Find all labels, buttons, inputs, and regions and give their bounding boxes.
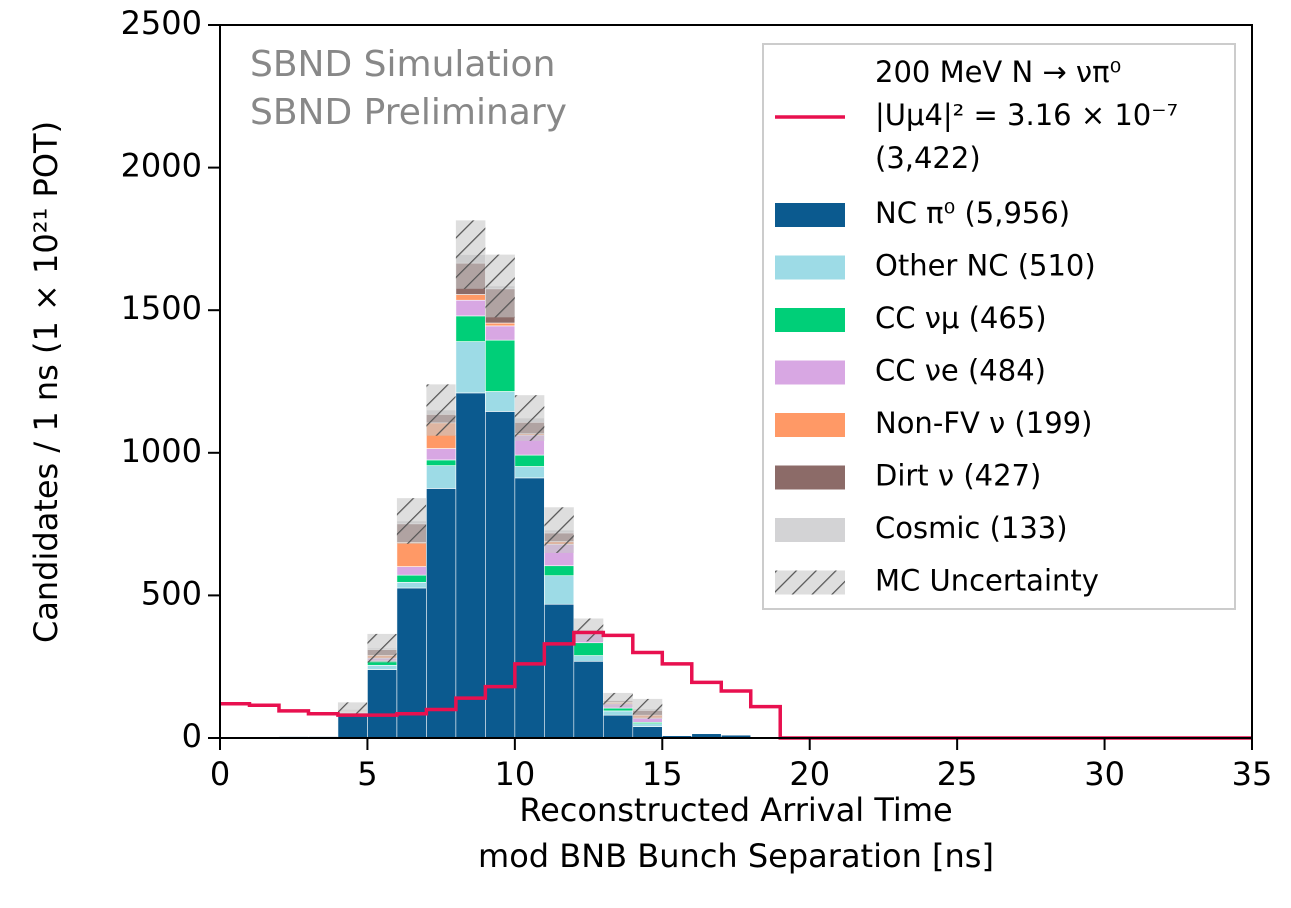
bar-segment	[485, 322, 516, 327]
bar-segment	[632, 726, 663, 739]
bar-segment	[514, 477, 545, 739]
legend-label: 200 MeV N → νπ⁰	[875, 55, 1121, 89]
bar-segment	[426, 488, 457, 739]
y-tick-label: 2000	[121, 147, 202, 185]
y-tick-label: 0	[182, 717, 202, 755]
plot-frame	[219, 24, 1253, 739]
bar-segment	[367, 664, 398, 670]
legend-swatch	[775, 518, 845, 542]
bar-segment	[544, 565, 575, 577]
x-axis-label: mod BNB Bunch Separation [ns]	[478, 837, 994, 875]
annotation: SBND Simulation	[250, 44, 555, 85]
legend-label: Other NC (510)	[875, 249, 1096, 283]
uncertainty-band	[455, 220, 486, 289]
bar-segment	[426, 459, 457, 466]
bar-segment	[544, 575, 575, 605]
bar-segment	[426, 448, 457, 461]
legend-swatch	[775, 465, 845, 490]
bar-segment	[396, 566, 427, 576]
uncertainty-band	[426, 384, 456, 436]
bar-segment	[514, 466, 545, 479]
uncertainty-band	[367, 633, 397, 663]
uncertainty-band	[544, 507, 574, 553]
legend-swatch	[775, 203, 845, 227]
x-tick-label: 30	[1084, 755, 1125, 793]
legend-label: NC π⁰ (5,956)	[875, 196, 1070, 230]
y-axis-label: Candidates / 1 ns (1 × 10²¹ POT)	[27, 121, 65, 643]
uncertainty-band	[603, 692, 633, 708]
x-tick-label: 25	[937, 755, 978, 793]
bar-segment	[367, 669, 398, 739]
bar-segment	[514, 454, 545, 467]
bar-segment	[455, 315, 486, 342]
x-tick-label: 15	[642, 755, 683, 793]
bar-segment	[396, 542, 427, 567]
bar-segment	[573, 660, 604, 739]
y-tick-label: 2500	[121, 4, 202, 42]
legend-swatch	[775, 308, 845, 332]
legend-swatch	[775, 413, 845, 437]
bar-segment	[485, 325, 516, 341]
x-tick-label: 0	[210, 755, 230, 793]
legend-swatch	[775, 255, 845, 280]
x-tick-label: 10	[494, 755, 535, 793]
legend-label: CC νμ (465)	[875, 301, 1047, 335]
bar-segment	[396, 581, 427, 589]
bar-segment	[455, 392, 486, 739]
legend-label: MC Uncertainty	[875, 564, 1099, 598]
bar-segment	[455, 299, 486, 317]
bar-segment	[603, 710, 634, 716]
uncertainty-band	[632, 698, 663, 719]
bar-segment	[485, 411, 516, 739]
legend-label: Cosmic (133)	[875, 511, 1068, 545]
x-tick-label: 20	[789, 755, 830, 793]
legend-label: Dirt ν (427)	[875, 459, 1041, 493]
legend-swatch	[775, 360, 845, 385]
annotation: SBND Preliminary	[250, 92, 567, 133]
bar-segment	[573, 642, 604, 656]
legend-label: CC νe (484)	[875, 354, 1046, 388]
uncertainty-band	[485, 254, 515, 318]
bar-segment	[485, 339, 516, 392]
bar-segment	[396, 574, 427, 583]
x-axis-label: Reconstructed Arrival Time	[519, 791, 952, 829]
x-tick-label: 35	[1232, 755, 1273, 793]
y-tick-label: 500	[141, 574, 202, 612]
legend-label: Non-FV ν (199)	[875, 406, 1092, 440]
bar-segment	[426, 465, 457, 489]
bar-segment	[455, 294, 486, 301]
x-tick-label: 5	[357, 755, 377, 793]
y-tick-label: 1500	[121, 289, 202, 327]
y-tick-label: 1000	[121, 432, 202, 470]
bar-segment	[603, 714, 634, 739]
bar-segment	[573, 655, 604, 662]
bar-segment	[337, 714, 368, 739]
bar-segment	[603, 707, 634, 712]
uncertainty-band	[573, 618, 604, 642]
bar-segment	[485, 391, 516, 412]
legend-swatch	[775, 570, 845, 595]
bar-segment	[632, 723, 663, 727]
legend-label: (3,422)	[875, 141, 981, 175]
uncertainty-band	[396, 498, 427, 544]
legend-label: |Uμ4|² = 3.16 × 10⁻⁷	[875, 98, 1178, 132]
bar-segment	[544, 603, 575, 739]
uncertainty-band	[514, 395, 545, 441]
uncertainty-band	[337, 702, 368, 717]
bar-segment	[455, 341, 486, 394]
